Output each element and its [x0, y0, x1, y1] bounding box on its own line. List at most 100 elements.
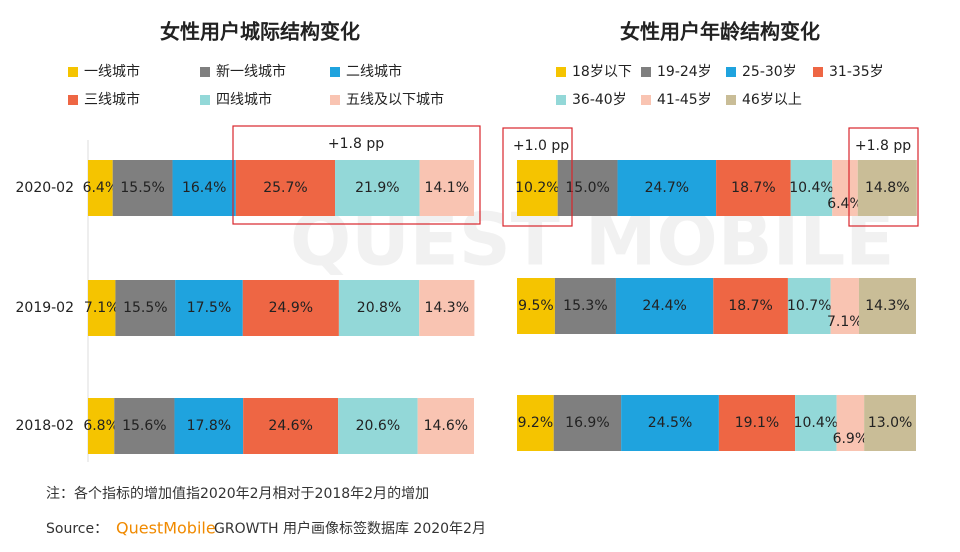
value-label: 16.9% — [565, 415, 609, 431]
value-label: 15.0% — [565, 180, 609, 196]
value-label: 9.5% — [518, 298, 554, 314]
value-label: 20.8% — [357, 300, 401, 316]
bar-segment — [557, 160, 618, 216]
bar-segment — [115, 280, 176, 336]
bar-segment — [795, 395, 837, 451]
bar-segment — [864, 395, 916, 451]
legend-label: 三线城市 — [84, 91, 140, 108]
footnote: 注：各个指标的增加值指2020年2月相对于2018年2月的增加 — [46, 486, 429, 502]
value-label: 21.9% — [355, 180, 399, 196]
legend-swatch — [726, 67, 736, 77]
y-tick-label: 2018-02 — [16, 418, 75, 434]
annotation: +1.8 pp — [328, 136, 384, 152]
bar-segment — [713, 278, 788, 334]
source-brand: QuestMobile — [116, 519, 216, 538]
legend-swatch — [726, 95, 736, 105]
legend-swatch — [330, 67, 340, 77]
bar-segment — [174, 398, 244, 454]
chart-title: 女性用户年龄结构变化 — [620, 20, 820, 44]
bar-segment — [787, 278, 831, 334]
bar-segment — [242, 280, 339, 336]
value-label: 6.4% — [83, 180, 119, 196]
value-label: 24.4% — [642, 298, 686, 314]
value-label: 9.2% — [518, 415, 554, 431]
legend-label: 二线城市 — [346, 63, 402, 80]
legend-label: 25-30岁 — [742, 64, 797, 80]
value-label: 24.9% — [269, 300, 313, 316]
bar-segment — [335, 160, 420, 216]
bar-segment — [114, 398, 175, 454]
source-text: GROWTH 用户画像标签数据库 2020年2月 — [214, 520, 486, 537]
value-label: 15.3% — [563, 298, 607, 314]
bar-segment — [836, 395, 865, 451]
bar-segment — [830, 278, 859, 334]
value-label: 15.6% — [122, 418, 166, 434]
value-label: 14.3% — [425, 300, 469, 316]
legend-swatch — [200, 67, 210, 77]
chart-title: 女性用户城际结构变化 — [160, 20, 360, 44]
value-label: 6.9% — [833, 431, 869, 447]
legend-label: 新一线城市 — [216, 63, 286, 80]
value-label: 7.1% — [84, 300, 120, 316]
legend-swatch — [68, 95, 78, 105]
legend-label: 19-24岁 — [657, 64, 712, 80]
bar-segment — [419, 160, 474, 216]
bar-segment — [718, 395, 796, 451]
legend-label: 五线及以下城市 — [346, 91, 444, 108]
value-label: 15.5% — [123, 300, 167, 316]
legend-label: 一线城市 — [84, 63, 140, 80]
bar-segment — [857, 160, 917, 216]
bar-segment — [417, 398, 474, 454]
bar-segment — [621, 395, 719, 451]
value-label: 20.6% — [356, 418, 400, 434]
value-label: 6.4% — [827, 196, 863, 212]
value-label: 16.4% — [182, 180, 226, 196]
value-label: 18.7% — [731, 180, 775, 196]
legend-swatch — [556, 67, 566, 77]
bar-segment — [553, 395, 622, 451]
y-tick-label: 2019-02 — [16, 300, 75, 316]
legend-label: 31-35岁 — [829, 64, 884, 80]
bar-segment — [554, 278, 616, 334]
annotation: +1.8 pp — [855, 138, 911, 154]
bar-segment — [517, 160, 558, 216]
bar-segment — [615, 278, 714, 334]
bar-segment — [617, 160, 717, 216]
bar-segment — [790, 160, 833, 216]
bar-segment — [517, 395, 554, 451]
bar-segment — [716, 160, 791, 216]
value-label: 10.4% — [789, 180, 833, 196]
legend-swatch — [330, 95, 340, 105]
bar-segment — [419, 280, 475, 336]
bar-segment — [88, 160, 113, 216]
value-label: 17.5% — [187, 300, 231, 316]
value-label: 14.3% — [865, 298, 909, 314]
legend-label: 18岁以下 — [572, 64, 632, 80]
bar-segment — [172, 160, 236, 216]
bar-segment — [832, 160, 858, 216]
bar-segment — [338, 398, 418, 454]
annotation-box — [848, 127, 919, 227]
value-label: 6.8% — [83, 418, 119, 434]
value-label: 17.8% — [187, 418, 231, 434]
value-label: 15.5% — [120, 180, 164, 196]
legend-swatch — [641, 67, 651, 77]
legend-swatch — [556, 95, 566, 105]
legend-label: 36-40岁 — [572, 92, 627, 108]
legend-swatch — [68, 67, 78, 77]
legend-label: 41-45岁 — [657, 92, 712, 108]
bar-segment — [338, 280, 420, 336]
source-label: Source： — [46, 521, 108, 537]
value-label: 10.4% — [794, 415, 838, 431]
annotation: +1.0 pp — [513, 138, 569, 154]
annotation-box — [232, 125, 481, 225]
value-label: 14.6% — [424, 418, 468, 434]
annotation-box — [502, 127, 573, 227]
value-label: 24.7% — [645, 180, 689, 196]
bar-segment — [858, 278, 916, 334]
legend-label: 四线城市 — [216, 91, 272, 108]
value-label: 10.2% — [515, 180, 559, 196]
bar-segment — [175, 280, 243, 336]
bar-segment — [88, 280, 116, 336]
